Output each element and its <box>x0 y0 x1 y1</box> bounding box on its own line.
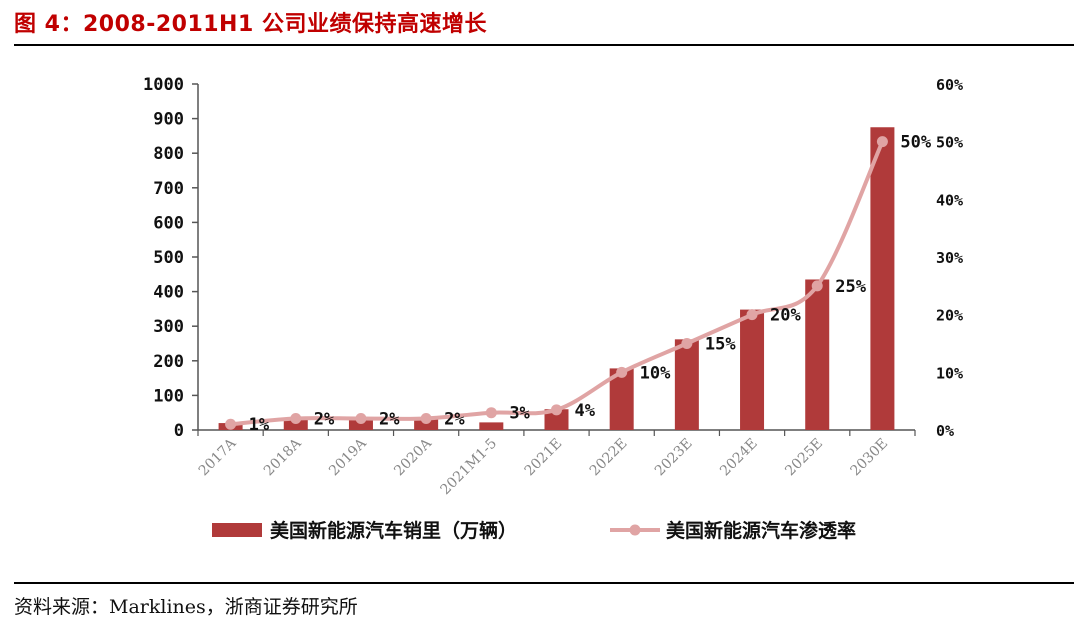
line-point <box>420 412 432 424</box>
y-right-tick-label: 60% <box>936 76 963 94</box>
data-label: 2% <box>379 409 400 429</box>
y-left-tick-label: 400 <box>153 283 184 303</box>
source-rule <box>14 582 1074 584</box>
chart: 0 100 200 300 400 500 600 700 800 900 1000 0% 10% 20%… <box>143 75 963 542</box>
legend-bar-swatch <box>212 523 262 537</box>
line-point <box>616 366 628 378</box>
y-left-tick-label: 700 <box>153 179 184 199</box>
line-point <box>681 338 693 349</box>
x-tick-label: 2021M1-5 <box>438 436 501 499</box>
line-point <box>746 309 758 321</box>
x-tick-label: 2025E <box>782 436 826 480</box>
data-label: 15% <box>705 335 736 355</box>
bar <box>740 309 765 430</box>
data-label: 1% <box>249 415 270 435</box>
y-right-tick-label: 40% <box>936 191 963 209</box>
data-label: 25% <box>835 277 866 297</box>
y-left-tick-label: 500 <box>153 248 184 268</box>
data-label: 50% <box>900 133 931 153</box>
line-point <box>355 412 367 424</box>
data-label: 3% <box>509 404 530 424</box>
source-note: 资料来源：Marklines，浙商证券研究所 <box>14 596 358 618</box>
y-left-tick-label: 1000 <box>143 75 184 95</box>
x-tick-label: 2024E <box>717 436 761 480</box>
legend-line-marker <box>629 524 641 536</box>
figure-title: 图 4：2008-2011H1 公司业绩保持高速增长 <box>14 12 487 37</box>
bar <box>544 409 569 430</box>
data-label: 2% <box>444 409 465 429</box>
y-left-tick-label: 200 <box>153 352 184 372</box>
y-left-tick-label: 100 <box>153 386 184 406</box>
y-right-tick-label: 30% <box>936 249 963 267</box>
y-right-tick-label: 20% <box>936 307 963 325</box>
line-point <box>551 404 562 416</box>
bar <box>674 339 699 430</box>
line-point <box>485 407 497 419</box>
y-left-tick-label: 300 <box>153 317 184 337</box>
x-tick-label: 2019A <box>326 435 370 479</box>
x-tick-label: 2023E <box>652 436 696 480</box>
line-point <box>811 280 823 292</box>
line-point <box>225 418 237 430</box>
y-left-tick-label: 900 <box>153 110 184 130</box>
data-label: 20% <box>770 306 801 326</box>
y-left-tick-label: 0 <box>174 421 184 441</box>
data-label: 2% <box>314 409 335 429</box>
bar <box>348 419 373 430</box>
x-tick-label: 2022E <box>587 436 631 480</box>
legend-line-label: 美国新能源汽车渗透率 <box>666 519 856 542</box>
y-right-tick-label: 10% <box>936 364 963 382</box>
x-tick-label: 2020A <box>391 435 435 479</box>
penetration-line <box>230 140 885 427</box>
x-tick-label: 2021E <box>522 436 566 480</box>
y-right-tick-label: 0% <box>936 422 954 440</box>
line-point <box>290 412 302 424</box>
bar <box>283 418 308 430</box>
data-label: 10% <box>640 363 671 383</box>
y-left-tick-label: 600 <box>153 213 184 233</box>
bar <box>479 422 504 430</box>
y-right-tick-label: 50% <box>936 134 963 152</box>
x-tick-label: 2017A <box>196 435 240 479</box>
bar <box>414 418 439 430</box>
y-left-tick-label: 800 <box>153 144 184 164</box>
data-label: 4% <box>575 401 596 421</box>
line-point <box>876 136 888 148</box>
bar <box>805 279 830 430</box>
x-tick-label: 2030E <box>847 436 891 480</box>
x-tick-label: 2018A <box>261 435 305 479</box>
title-rule <box>14 44 1074 46</box>
bar <box>870 127 895 430</box>
legend-bar-label: 美国新能源汽车销里（万辆） <box>270 519 517 542</box>
